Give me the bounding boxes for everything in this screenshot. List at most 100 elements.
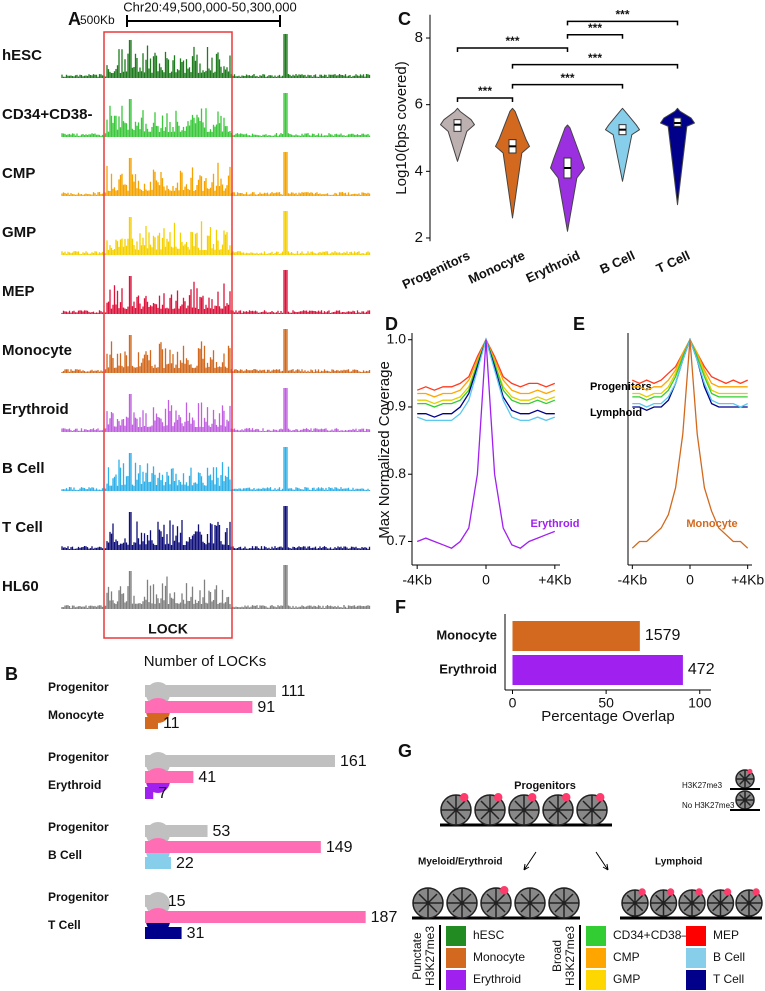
count-label: 472 (688, 661, 715, 678)
annotation: Monocyte (686, 518, 737, 530)
methyl-mark (460, 793, 469, 802)
x-tick-label: 0 (686, 572, 694, 588)
significance-bracket (511, 83, 624, 89)
legend-label: hESC (473, 928, 505, 942)
key-label: H3K27me3 (682, 781, 723, 790)
panel-label: E (573, 314, 585, 334)
bar (145, 841, 321, 853)
methyl-mark (596, 793, 605, 802)
track-label: B Cell (2, 460, 45, 477)
legend-label: CMP (613, 950, 640, 964)
nucleosome-cross (413, 888, 443, 918)
nucleosome-cross (549, 888, 579, 918)
legend-swatch (586, 926, 606, 946)
signal-track (61, 506, 371, 550)
methyl-mark (667, 888, 675, 896)
bar (145, 685, 276, 697)
legend-swatch (446, 970, 466, 990)
x-tick-label: 0 (509, 695, 517, 711)
value-label: 7 (158, 785, 167, 802)
y-tick-label: 0.7 (387, 532, 407, 548)
panel-label: A (68, 9, 81, 29)
track-label: CMP (2, 165, 35, 182)
value-label: 111 (281, 683, 305, 700)
legend-label: T Cell (713, 972, 744, 986)
legend-title: H3K27me3 (563, 926, 577, 986)
bar (145, 895, 163, 907)
signal-track (61, 565, 371, 609)
signal-track (61, 270, 371, 314)
methyl-mark (638, 888, 646, 896)
panel-label: C (398, 9, 411, 29)
key-label: No H3K27me3 (682, 801, 735, 810)
x-tick-label: Erythroid (523, 248, 582, 286)
nucleosome-cross (707, 890, 734, 916)
value-label: 53 (213, 823, 231, 840)
nucleosome-cross (577, 795, 607, 825)
value-label: 149 (326, 839, 353, 856)
track-label: CD34+CD38- (2, 106, 92, 123)
methyl-mark (695, 888, 703, 896)
significance-label: *** (560, 71, 574, 85)
nucleosome-cross (475, 795, 505, 825)
legend-label: B Cell (713, 950, 745, 964)
nucleosome-cross (515, 888, 545, 918)
methyl-mark (500, 886, 509, 895)
count-label: 1579 (645, 627, 681, 644)
x-tick-label: -4Kb (618, 572, 648, 588)
track-label: Erythroid (2, 401, 69, 418)
y-tick-label: 4 (415, 162, 423, 179)
nucleosome-cross (509, 795, 539, 825)
series-line (632, 337, 748, 412)
value-label: 187 (371, 909, 398, 926)
value-label: 41 (198, 769, 216, 786)
track-label: HL60 (2, 578, 39, 595)
methyl-mark (494, 793, 503, 802)
value-label: 11 (163, 715, 180, 732)
bar (145, 825, 208, 837)
track-label: Monocyte (2, 342, 72, 359)
x-tick-label: T Cell (654, 248, 692, 277)
value-label: 91 (257, 699, 275, 716)
x-tick-label: 100 (688, 695, 712, 711)
significance-label: *** (588, 21, 602, 35)
x-axis-title: Percentage Overlap (541, 708, 674, 725)
panel-label: F (395, 597, 406, 617)
nucleosome-cross (441, 795, 471, 825)
group-label: B Cell (48, 848, 82, 862)
x-tick-label: +4Kb (731, 572, 764, 588)
y-tick-label: 8 (415, 29, 423, 46)
bar (512, 655, 683, 685)
group-label: Progenitor (48, 820, 109, 834)
methyl-mark (528, 793, 537, 802)
x-tick-label: 0 (482, 572, 490, 588)
signal-track (61, 447, 371, 491)
nucleosome-cross (622, 890, 648, 916)
progenitors-label: Progenitors (514, 780, 576, 792)
bar (145, 927, 182, 939)
signal-track (61, 34, 371, 78)
track-label: MEP (2, 283, 35, 300)
y-tick-label: 0.8 (387, 465, 407, 481)
legend-label: CD34+CD38– (613, 928, 688, 942)
lock-region (103, 31, 233, 639)
group-label: T Cell (48, 918, 81, 932)
y-tick-label: 6 (415, 96, 423, 113)
y-tick-label: 0.9 (387, 398, 407, 414)
significance-label: *** (478, 84, 492, 98)
significance-label: *** (588, 51, 602, 65)
value-label: 22 (176, 855, 194, 872)
annotation: Progenitors (590, 381, 652, 393)
signal-track (61, 388, 371, 432)
significance-label: *** (505, 34, 519, 48)
series-line (416, 337, 556, 422)
legend-label: Erythroid (473, 972, 521, 986)
bar (145, 717, 158, 729)
significance-bracket (566, 33, 624, 39)
signal-track (61, 152, 371, 196)
signal-track (61, 211, 371, 255)
legend-swatch (686, 948, 706, 968)
significance-bracket (456, 47, 569, 53)
violin (495, 107, 530, 219)
